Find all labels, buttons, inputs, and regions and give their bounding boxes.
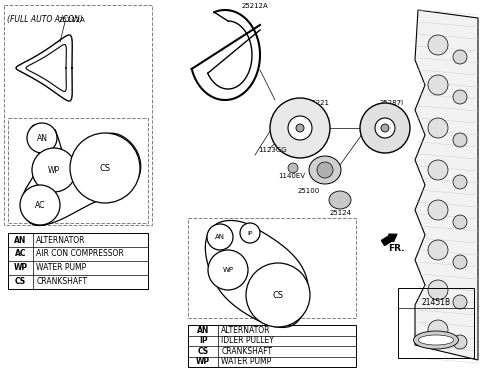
Text: CS: CS [15, 278, 26, 286]
Ellipse shape [413, 331, 458, 349]
Circle shape [453, 133, 467, 147]
Circle shape [288, 163, 298, 173]
Text: 25221: 25221 [308, 100, 330, 106]
Circle shape [428, 75, 448, 95]
Circle shape [453, 295, 467, 309]
Bar [4, 5, 152, 225]
Text: (FULL AUTO A/CON): (FULL AUTO A/CON) [7, 15, 83, 24]
Circle shape [453, 335, 467, 349]
Ellipse shape [419, 335, 454, 345]
Text: WP: WP [196, 357, 210, 366]
Text: AN: AN [36, 134, 48, 142]
Bar [188, 218, 356, 318]
Text: 25124: 25124 [330, 210, 352, 216]
Circle shape [375, 118, 395, 138]
Circle shape [246, 263, 310, 327]
Text: IP: IP [199, 336, 207, 345]
Ellipse shape [309, 156, 341, 184]
Text: AN: AN [14, 236, 27, 244]
Text: 25212A: 25212A [59, 17, 85, 23]
Circle shape [27, 123, 57, 153]
Circle shape [296, 124, 304, 132]
Circle shape [207, 224, 233, 250]
Text: WP: WP [13, 263, 28, 273]
Circle shape [428, 320, 448, 340]
Text: CS: CS [198, 347, 209, 356]
Circle shape [317, 162, 333, 178]
Text: WATER PUMP: WATER PUMP [36, 263, 86, 273]
Text: CS: CS [99, 164, 110, 173]
Text: AC: AC [35, 200, 45, 210]
Circle shape [428, 200, 448, 220]
Text: IP: IP [247, 230, 253, 236]
Circle shape [208, 250, 248, 290]
Circle shape [240, 223, 260, 243]
Polygon shape [415, 10, 478, 360]
Ellipse shape [329, 191, 351, 209]
Circle shape [428, 118, 448, 138]
Circle shape [453, 90, 467, 104]
Circle shape [428, 35, 448, 55]
Text: CRANKSHAFT: CRANKSHAFT [221, 347, 272, 356]
Text: 25287I: 25287I [380, 100, 404, 106]
Text: WP: WP [48, 165, 60, 174]
Circle shape [428, 240, 448, 260]
FancyArrow shape [382, 234, 397, 246]
Text: CS: CS [273, 290, 284, 299]
Text: WATER PUMP: WATER PUMP [221, 357, 272, 366]
Circle shape [453, 255, 467, 269]
Text: ALTERNATOR: ALTERNATOR [36, 236, 86, 244]
Circle shape [381, 124, 389, 132]
Text: 25100: 25100 [298, 188, 320, 194]
Circle shape [453, 215, 467, 229]
Circle shape [428, 160, 448, 180]
Circle shape [32, 148, 76, 192]
Circle shape [70, 133, 140, 203]
Circle shape [270, 98, 330, 158]
Text: 21451B: 21451B [421, 298, 451, 307]
Bar [188, 325, 356, 367]
Text: WP: WP [223, 267, 233, 273]
Text: AN: AN [197, 326, 209, 335]
Bar [398, 288, 474, 358]
Circle shape [360, 103, 410, 153]
Text: AC: AC [15, 250, 26, 259]
Text: IDLER PULLEY: IDLER PULLEY [221, 336, 274, 345]
Bar [8, 233, 148, 289]
Text: 1140EV: 1140EV [278, 173, 305, 179]
Bar [8, 118, 148, 223]
Text: ALTERNATOR: ALTERNATOR [221, 326, 271, 335]
Text: AN: AN [215, 234, 225, 240]
Circle shape [428, 280, 448, 300]
Text: 1123GG: 1123GG [258, 147, 287, 153]
Text: 25212A: 25212A [241, 3, 268, 9]
Circle shape [453, 175, 467, 189]
Text: CRANKSHAFT: CRANKSHAFT [36, 278, 87, 286]
Circle shape [453, 50, 467, 64]
Text: AIR CON COMPRESSOR: AIR CON COMPRESSOR [36, 250, 124, 259]
Text: FR.: FR. [388, 243, 405, 253]
Circle shape [288, 116, 312, 140]
Circle shape [20, 185, 60, 225]
